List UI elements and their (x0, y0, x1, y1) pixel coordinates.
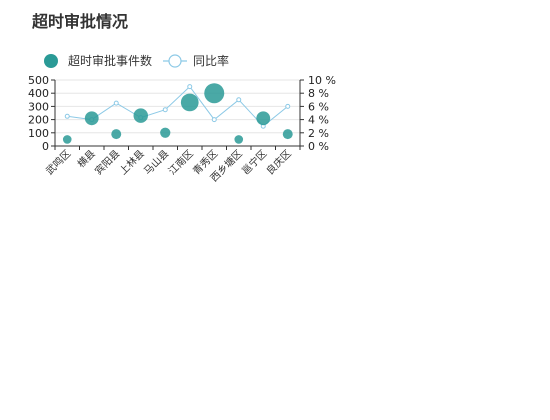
count-bubble[interactable] (133, 108, 148, 123)
count-bubble[interactable] (62, 135, 72, 144)
rate-point[interactable] (162, 107, 168, 113)
x-tick-label: 宾阳县 (92, 147, 122, 177)
count-bubble[interactable] (160, 127, 171, 138)
y-right-tick-label: 8 % (308, 87, 329, 100)
scatter-series (62, 83, 293, 144)
legend-line-label[interactable]: 同比率 (193, 53, 229, 68)
rate-point[interactable] (187, 84, 193, 90)
legend: 超时审批事件数 同比率 (44, 53, 229, 68)
rate-point[interactable] (64, 113, 70, 119)
y-right-tick-label: 0 % (308, 140, 329, 153)
y-left-tick-label: 300 (28, 100, 49, 113)
legend-line-marker (168, 54, 182, 68)
rate-point[interactable] (236, 97, 242, 103)
x-tick-label: 上林县 (116, 147, 146, 177)
y-left-tick-label: 200 (28, 114, 49, 127)
legend-scatter-marker (44, 54, 58, 68)
x-tick-label: 江南区 (165, 147, 195, 177)
rate-line (67, 85, 289, 127)
y-left-tick-label: 500 (28, 74, 49, 87)
count-bubble[interactable] (234, 135, 244, 144)
count-bubble[interactable] (204, 83, 225, 104)
count-bubble[interactable] (111, 129, 122, 140)
rate-point[interactable] (113, 100, 119, 106)
rate-point[interactable] (285, 103, 291, 109)
y-right-tick-label: 2 % (308, 127, 329, 140)
x-tick-label: 良庆区 (263, 147, 293, 177)
y-left-tick-label: 400 (28, 87, 49, 100)
y-right-tick-label: 6 % (308, 100, 329, 113)
count-bubble[interactable] (256, 111, 271, 126)
x-tick-label: 横县 (75, 147, 98, 170)
count-bubble[interactable] (282, 129, 293, 140)
y-right-tick-label: 4 % (308, 114, 329, 127)
y-right-tick-label: 10 % (308, 74, 336, 87)
legend-scatter-label[interactable]: 超时审批事件数 (68, 53, 152, 68)
y-left-tick-label: 100 (28, 127, 49, 140)
count-bubble[interactable] (84, 111, 99, 126)
x-tick-label: 邕宁区 (239, 147, 269, 177)
rate-point[interactable] (211, 117, 217, 123)
x-tick-label: 马山县 (142, 148, 172, 178)
y-left-tick-label: 0 (42, 140, 49, 153)
count-bubble[interactable] (180, 93, 199, 112)
chart-title: 超时审批情况 (32, 12, 129, 31)
